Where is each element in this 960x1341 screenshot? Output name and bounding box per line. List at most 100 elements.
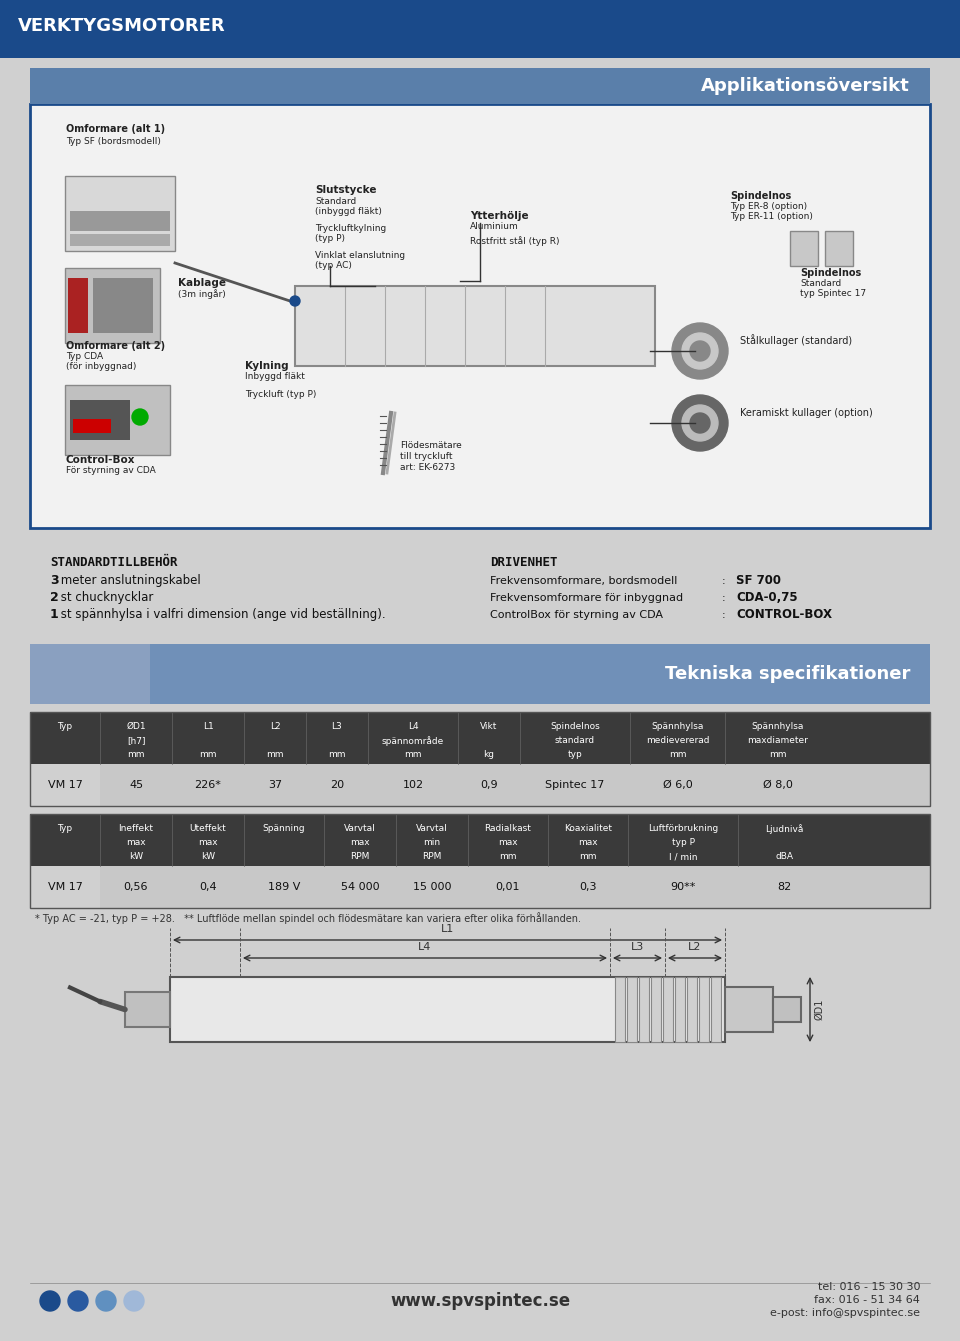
Bar [73,418,111,433]
Text: Standard: Standard [800,279,841,288]
Text: min: min [423,838,441,848]
Text: medievererad: medievererad [646,736,709,746]
Text: CONTROL-BOX: CONTROL-BOX [736,607,832,621]
Text: max: max [578,838,598,848]
Text: RPM: RPM [422,852,442,861]
Text: L2: L2 [688,941,702,952]
Text: (för inbyggnad): (för inbyggnad) [66,362,136,371]
Bar [30,764,100,806]
Text: 102: 102 [402,780,423,790]
Bar [70,211,170,231]
Bar [70,233,170,245]
Text: max: max [198,838,218,848]
Text: (3m ingår): (3m ingår) [178,290,226,299]
Text: st spännhylsa i valfri dimension (ange vid beställning).: st spännhylsa i valfri dimension (ange v… [57,607,386,621]
Text: 20: 20 [330,780,344,790]
Text: max: max [498,838,517,848]
Text: Varvtal: Varvtal [416,823,448,833]
Text: :: : [722,593,730,603]
Text: maxdiameter: maxdiameter [747,736,808,746]
Circle shape [132,409,148,425]
Bar [30,105,930,528]
Text: tel: 016 - 15 30 30: tel: 016 - 15 30 30 [818,1282,920,1291]
Bar [93,278,153,333]
Text: Spintec 17: Spintec 17 [545,780,605,790]
Text: 3: 3 [50,574,59,587]
Text: mm: mm [769,750,786,759]
Text: art: EK-6273: art: EK-6273 [400,463,455,472]
Text: Vinklat elanslutning: Vinklat elanslutning [315,251,405,260]
Text: Tryckluftkylning: Tryckluftkylning [315,224,386,233]
Text: [h7]: [h7] [127,736,145,746]
Text: Spännhylsa: Spännhylsa [651,721,704,731]
Text: L4: L4 [408,721,419,731]
Text: 82: 82 [777,882,791,892]
Text: 15 000: 15 000 [413,882,451,892]
Bar [65,385,170,455]
Bar [687,978,697,1042]
Bar [30,814,930,866]
Text: mm: mm [200,750,217,759]
Polygon shape [0,0,310,52]
Text: L1: L1 [441,924,454,933]
Bar [773,996,801,1022]
Text: Typ: Typ [58,721,73,731]
Bar [170,978,725,1042]
Text: Spänning: Spänning [263,823,305,833]
Text: 2: 2 [50,591,59,603]
Circle shape [672,323,728,380]
Text: Uteffekt: Uteffekt [190,823,227,833]
Text: Typ SF (bordsmodell): Typ SF (bordsmodell) [66,137,161,146]
Bar [30,866,100,908]
Bar [627,978,637,1042]
Text: max: max [350,838,370,848]
Text: Vikt: Vikt [480,721,497,731]
Text: (typ P): (typ P) [315,233,345,243]
Text: :: : [722,610,730,620]
Text: Typ ER-11 (option): Typ ER-11 (option) [730,212,813,221]
Text: RPM: RPM [350,852,370,861]
Text: typ Spintec 17: typ Spintec 17 [800,290,866,298]
Text: Kylning: Kylning [245,361,289,371]
Text: Frekvensomformare, bordsmodell: Frekvensomformare, bordsmodell [490,577,678,586]
Text: L3: L3 [331,721,343,731]
Text: max: max [126,838,146,848]
Text: ØD1: ØD1 [814,999,824,1021]
Circle shape [690,341,710,361]
Text: Frekvensomformare för inbyggnad: Frekvensomformare för inbyggnad [490,593,684,603]
Text: :: : [722,577,730,586]
Bar [0,52,960,58]
Text: typ: typ [567,750,583,759]
Text: 90**: 90** [670,882,696,892]
Bar [30,644,930,704]
Text: 37: 37 [268,780,282,790]
Text: STANDARDTILLBEHÖR: STANDARDTILLBEHÖR [50,557,178,569]
Bar [295,286,655,366]
Bar [615,978,625,1042]
Bar [639,978,649,1042]
Text: typ P: typ P [671,838,694,848]
Text: Tryckluft (typ P): Tryckluft (typ P) [245,390,317,400]
Bar [651,978,661,1042]
Text: Spännhylsa: Spännhylsa [752,721,804,731]
Text: Control-Box: Control-Box [66,455,135,465]
Text: Inbyggd fläkt: Inbyggd fläkt [245,371,305,381]
Text: L2: L2 [270,721,280,731]
Circle shape [124,1291,144,1311]
Text: mm: mm [404,750,421,759]
Text: 189 V: 189 V [268,882,300,892]
Text: Radialkast: Radialkast [485,823,532,833]
Text: L3: L3 [631,941,644,952]
Text: Slutstycke: Slutstycke [315,185,376,194]
Text: kg: kg [484,750,494,759]
Bar [711,978,721,1042]
Text: VM 17: VM 17 [48,780,83,790]
Text: Typ: Typ [58,823,73,833]
Text: L1: L1 [203,721,213,731]
Text: Varvtal: Varvtal [344,823,376,833]
Bar [65,268,160,343]
Text: VERKTYGSMOTORER: VERKTYGSMOTORER [18,17,226,35]
Bar [675,978,685,1042]
Circle shape [40,1291,60,1311]
Text: l / min: l / min [669,852,697,861]
